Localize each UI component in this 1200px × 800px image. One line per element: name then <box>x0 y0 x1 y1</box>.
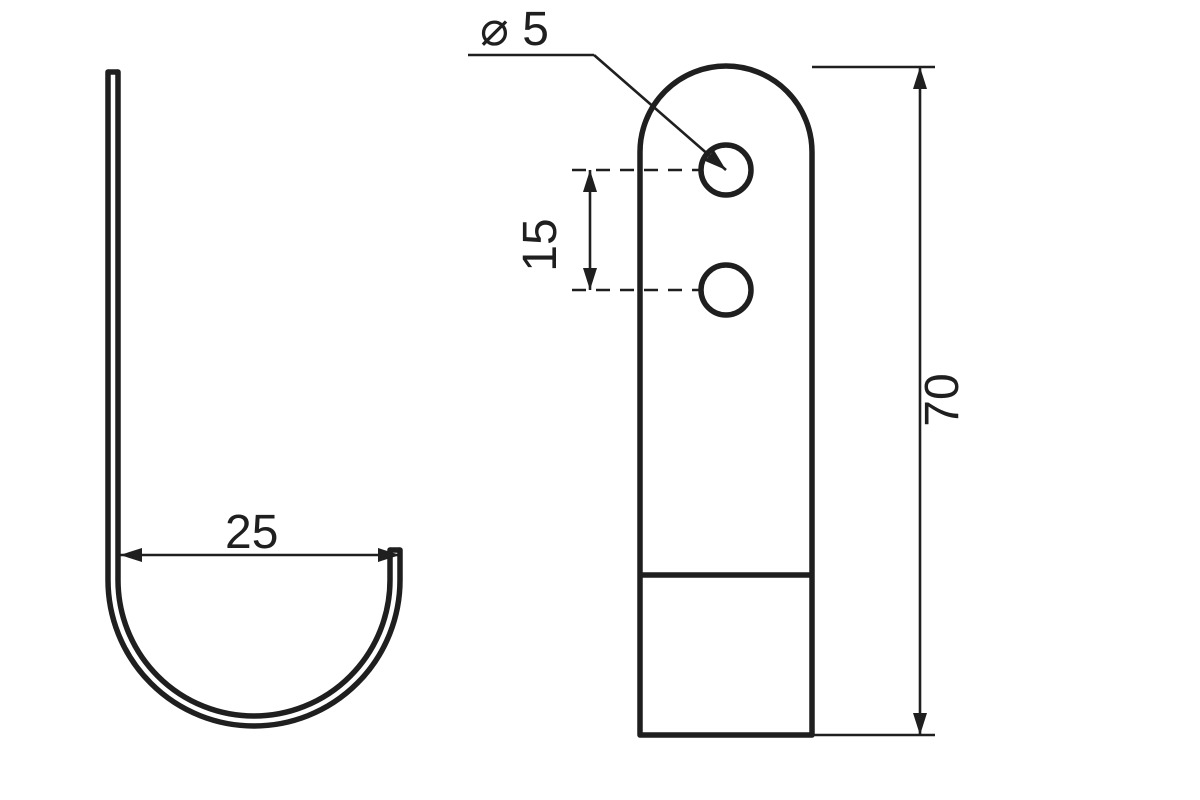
dim-spacing-label: 15 <box>514 218 567 271</box>
arrowhead <box>583 268 597 290</box>
jhook-inner <box>118 72 390 716</box>
engineering-drawing: 25 70 15 ⌀ 5 <box>0 0 1200 800</box>
plate-outline <box>640 66 812 735</box>
dim-width-label: 25 <box>225 506 278 559</box>
arrowhead <box>913 713 927 735</box>
arrowhead <box>120 548 142 562</box>
jhook-outer <box>108 72 400 726</box>
arrowhead <box>583 170 597 192</box>
dim-diameter-label: ⌀ 5 <box>480 3 549 56</box>
arrowhead <box>913 67 927 89</box>
dim-height-label: 70 <box>916 373 969 426</box>
hole-bottom <box>701 265 751 315</box>
leader-line <box>594 55 726 170</box>
